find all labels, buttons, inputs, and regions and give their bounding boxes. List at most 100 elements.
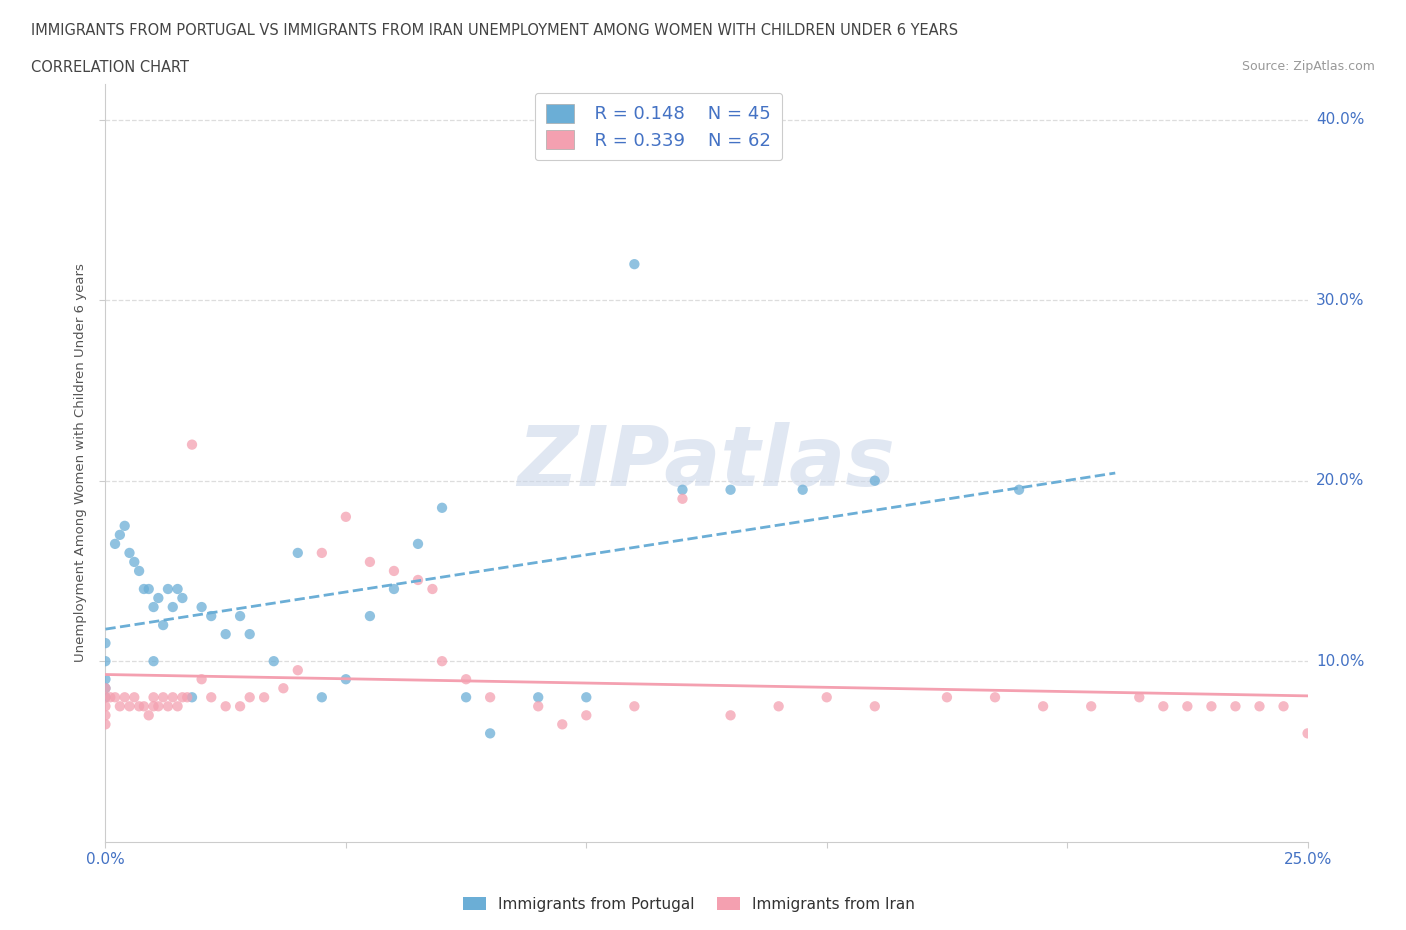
Text: Source: ZipAtlas.com: Source: ZipAtlas.com [1241, 60, 1375, 73]
Point [287, 663, 309, 678]
Text: 10.0%: 10.0% [1316, 654, 1364, 669]
Point [152, 690, 174, 705]
Point [94, 698, 117, 713]
Point [422, 581, 444, 596]
Point [936, 690, 959, 705]
Point [156, 698, 179, 713]
Point [1272, 698, 1295, 713]
Text: ZIPatlas: ZIPatlas [517, 422, 896, 503]
Point [527, 690, 550, 705]
Point [229, 608, 252, 623]
Point [94, 671, 117, 686]
Point [104, 537, 127, 551]
Point [118, 698, 141, 713]
Point [863, 698, 886, 713]
Point [94, 681, 117, 696]
Point [229, 698, 252, 713]
Point [166, 698, 188, 713]
Point [214, 698, 236, 713]
Point [190, 671, 212, 686]
Point [1008, 483, 1031, 498]
Point [1249, 698, 1271, 713]
Point [406, 537, 429, 551]
Point [172, 690, 194, 705]
Point [156, 581, 179, 596]
Point [1032, 698, 1054, 713]
Point [863, 473, 886, 488]
Text: 30.0%: 30.0% [1316, 293, 1364, 308]
Point [1080, 698, 1102, 713]
Point [94, 690, 117, 705]
Point [359, 554, 381, 569]
Point [239, 627, 262, 642]
Point [382, 581, 405, 596]
Point [382, 564, 405, 578]
Point [142, 698, 165, 713]
Point [148, 591, 170, 605]
Point [108, 527, 131, 542]
Text: CORRELATION CHART: CORRELATION CHART [31, 60, 188, 75]
Point [94, 654, 117, 669]
Point [128, 698, 150, 713]
Point [118, 546, 141, 561]
Point [1225, 698, 1247, 713]
Point [454, 690, 477, 705]
Point [287, 546, 309, 561]
Point [430, 500, 453, 515]
Point [124, 554, 146, 569]
Point [114, 690, 136, 705]
Point [671, 483, 693, 498]
Point [94, 636, 117, 651]
Point [94, 708, 117, 723]
Point [273, 681, 295, 696]
Legend:   R = 0.148    N = 45,   R = 0.339    N = 62: R = 0.148 N = 45, R = 0.339 N = 62 [534, 93, 782, 161]
Point [359, 608, 381, 623]
Text: 20.0%: 20.0% [1316, 473, 1364, 488]
Point [406, 573, 429, 588]
Point [263, 654, 285, 669]
Point [104, 690, 127, 705]
Point [124, 690, 146, 705]
Point [815, 690, 838, 705]
Point [1296, 726, 1319, 741]
Point [138, 581, 160, 596]
Point [1175, 698, 1198, 713]
Point [720, 708, 742, 723]
Point [454, 671, 477, 686]
Point [214, 627, 236, 642]
Point [142, 654, 165, 669]
Point [132, 581, 155, 596]
Legend: Immigrants from Portugal, Immigrants from Iran: Immigrants from Portugal, Immigrants fro… [457, 890, 921, 918]
Point [984, 690, 1007, 705]
Point [430, 654, 453, 669]
Point [623, 698, 645, 713]
Point [239, 690, 262, 705]
Point [98, 690, 121, 705]
Point [200, 690, 222, 705]
Point [623, 257, 645, 272]
Point [128, 564, 150, 578]
Point [720, 483, 742, 498]
Point [166, 581, 188, 596]
Point [142, 600, 165, 615]
Point [94, 690, 117, 705]
Point [1128, 690, 1150, 705]
Point [162, 600, 184, 615]
Point [94, 717, 117, 732]
Point [138, 708, 160, 723]
Point [142, 690, 165, 705]
Point [335, 671, 357, 686]
Text: 40.0%: 40.0% [1316, 113, 1364, 127]
Point [792, 483, 814, 498]
Point [768, 698, 790, 713]
Text: IMMIGRANTS FROM PORTUGAL VS IMMIGRANTS FROM IRAN UNEMPLOYMENT AMONG WOMEN WITH C: IMMIGRANTS FROM PORTUGAL VS IMMIGRANTS F… [31, 23, 957, 38]
Point [311, 546, 333, 561]
Point [575, 708, 598, 723]
Point [132, 698, 155, 713]
Point [181, 690, 204, 705]
Point [671, 491, 693, 506]
Point [335, 510, 357, 525]
Point [200, 608, 222, 623]
Point [152, 618, 174, 632]
Point [114, 518, 136, 533]
